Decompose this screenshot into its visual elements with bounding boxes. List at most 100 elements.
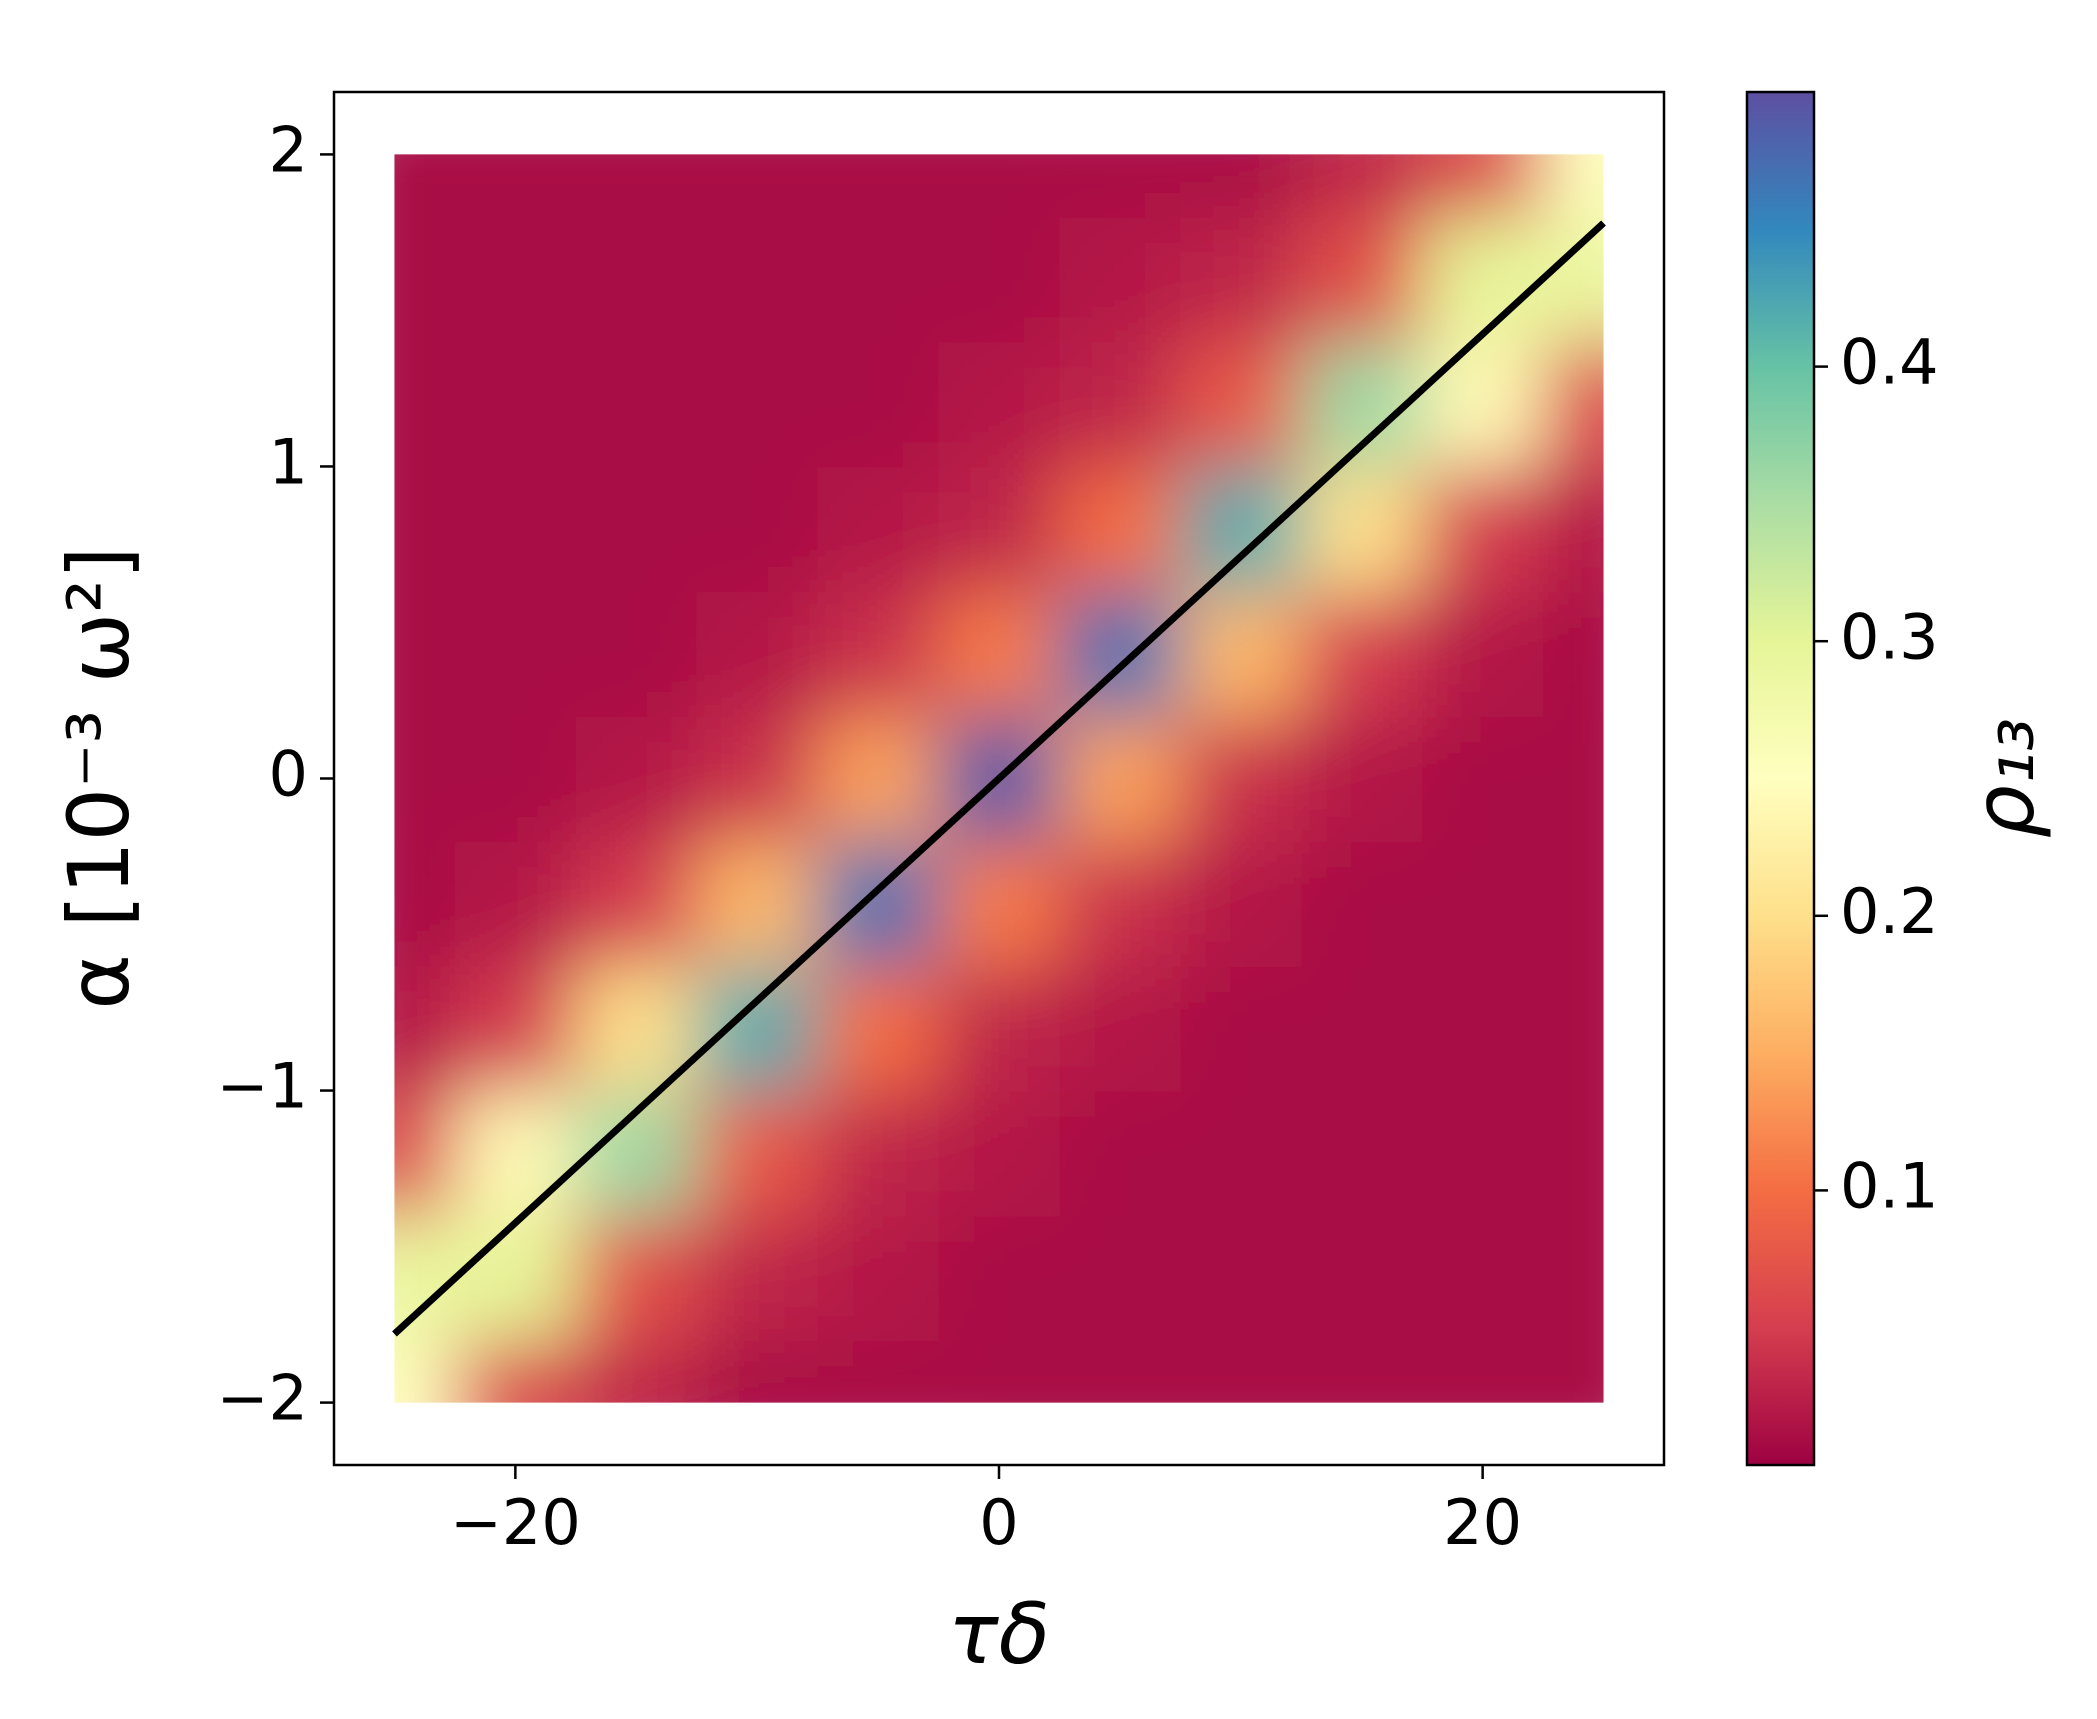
y-tick-label: 1 [269,426,308,499]
heatmap-cell [1422,341,1545,468]
colorbar-label: ρ₁₃ [1955,718,2053,839]
heatmap-cell [1422,1215,1545,1342]
heatmap-cell [1059,154,1182,218]
heatmap-cell [1180,716,1303,842]
heatmap-cell [1301,216,1424,343]
heatmap-cell [394,216,456,343]
heatmap-cell [394,965,456,1092]
heatmap-cell [696,1340,819,1403]
heatmap-cell [817,1090,940,1217]
x-tick-label: −20 [450,1486,581,1559]
heatmap-cell [454,466,577,593]
heatmap-cell [1059,1340,1182,1403]
colorbar-tick-label: 0.3 [1840,600,1939,673]
heatmap-cell [1059,840,1182,967]
heatmap-cell [575,341,698,468]
colorbar-tick-label: 0.2 [1840,875,1939,948]
heatmap-cell [1180,840,1303,967]
heatmap-cell [454,965,577,1092]
x-axis-label: τδ [948,1585,1050,1683]
heatmap-cell [1180,1340,1303,1403]
heatmap-cell [1543,154,1604,218]
heatmap-cell [454,216,577,343]
heatmap-cell [817,466,940,593]
heatmap-cell [1543,1215,1604,1342]
heatmap-cell [817,1215,940,1342]
heatmap-cell [394,466,456,593]
heatmap-cell [696,341,819,468]
heatmap-cell [817,1340,940,1403]
heatmap-cell [817,840,940,967]
heatmap-cell [575,1340,698,1403]
x-tick-label: 20 [1443,1486,1522,1559]
heatmap-cell [817,965,940,1092]
heatmap-cell [454,716,577,842]
heatmap-cell [1180,591,1303,718]
y-tick-label: −2 [217,1362,308,1435]
heatmap-cell [696,154,819,218]
colorbar [1745,90,1816,1467]
y-tick-label: 2 [269,114,308,187]
heatmap-cell [394,154,456,218]
heatmap-cell [575,216,698,343]
heatmap-cell [1422,965,1545,1092]
heatmap-cell [938,840,1061,967]
heatmap-cell [1059,1215,1182,1342]
heatmap-cell [817,341,940,468]
heatmap-cell [1301,1340,1424,1403]
heatmap-cell [1059,716,1182,842]
heatmap-cell [938,1215,1061,1342]
heatmap-cell [575,154,698,218]
heatmap-cell [1180,466,1303,593]
colorbar-tick-label: 0.4 [1840,326,1939,399]
heatmap-cell [1422,1340,1545,1403]
heatmap-cell [1543,965,1604,1092]
heatmap-cell [394,591,456,718]
heatmap-cell [394,1340,456,1403]
heatmap-cell [394,341,456,468]
heatmap-cell [394,716,456,842]
heatmap-cell [454,341,577,468]
heatmap-cell [1422,216,1545,343]
heatmap-cell [696,1090,819,1217]
heatmap-cell [1059,466,1182,593]
heatmap-cell [1301,965,1424,1092]
heatmap-cell [575,591,698,718]
heatmap-cell [1422,716,1545,842]
heatmap-cell [1543,216,1604,343]
heatmap-cell [696,591,819,718]
heatmap-cell [1422,154,1545,218]
heatmap-cell [1422,466,1545,593]
heatmap-cell [1059,965,1182,1092]
heatmap-cell [817,591,940,718]
heatmap-cell [696,716,819,842]
heatmap-cell [817,216,940,343]
heatmap-cell [938,965,1061,1092]
heatmap-cell [938,466,1061,593]
heatmap-cell [696,965,819,1092]
heatmap-cell [938,1090,1061,1217]
heatmap-cell [575,1215,698,1342]
heatmap-cell [1543,1090,1604,1217]
heatmap-cell [394,840,456,967]
heatmap-cell [575,840,698,967]
heatmap-cell [454,1340,577,1403]
heatmap-cell [454,1090,577,1217]
heatmap-cell [1301,1090,1424,1217]
heatmap-cell [696,466,819,593]
heatmap-cell [696,1215,819,1342]
heatmap-cell [1180,1215,1303,1342]
guide-line [392,220,1606,1337]
heatmap-cell [817,154,940,218]
heatmap-cell [1422,840,1545,967]
heatmap-cell [1059,1090,1182,1217]
heatmap-cell [938,341,1061,468]
heatmap-cell [1180,216,1303,343]
heatmap-cell [1301,466,1424,593]
heatmap-cell [454,154,577,218]
y-tick-label: 0 [269,738,308,811]
heatmap-cell [938,591,1061,718]
heatmap-cell [454,591,577,718]
